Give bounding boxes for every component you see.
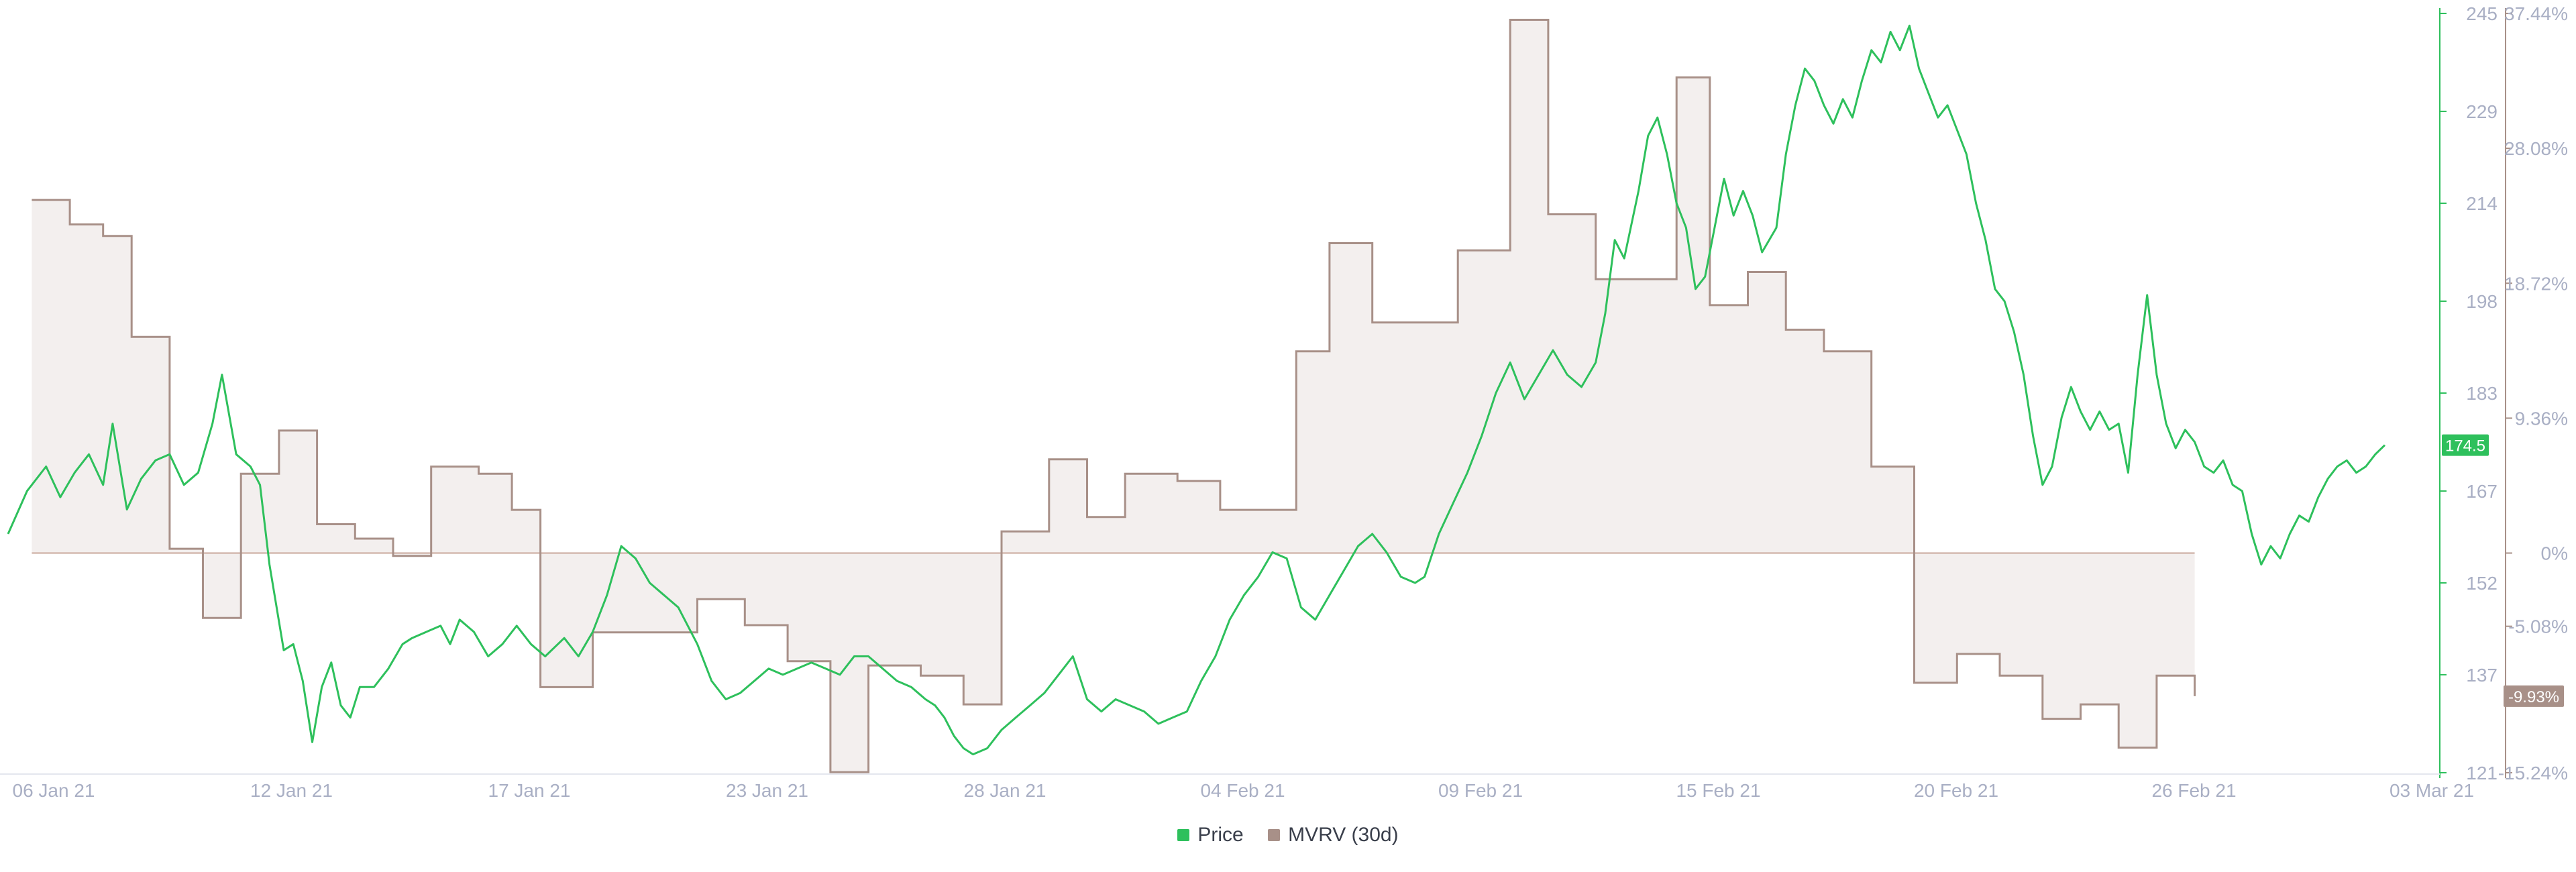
right-axis-tick-label: 18.72% bbox=[2504, 273, 2568, 294]
mvrv-last-badge bbox=[2504, 685, 2564, 707]
price-last-badge bbox=[2442, 434, 2489, 456]
right-axis-tick-label: -5.08% bbox=[2508, 616, 2568, 637]
x-axis-tick-label: 06 Jan 21 bbox=[13, 780, 95, 801]
x-axis-tick-label: 20 Feb 21 bbox=[1914, 780, 1998, 801]
x-axis-tick-label: 26 Feb 21 bbox=[2151, 780, 2236, 801]
left-axis-tick-label: 137 bbox=[2466, 665, 2498, 686]
price-line bbox=[7, 24, 2386, 756]
left-axis-tick-label: 214 bbox=[2466, 193, 2498, 214]
legend-item-price[interactable]: Price bbox=[1177, 824, 1244, 847]
x-axis-tick-label: 28 Jan 21 bbox=[964, 780, 1046, 801]
legend-swatch-price bbox=[1177, 829, 1190, 841]
right-axis-tick-label: -15.24% bbox=[2498, 763, 2568, 783]
left-axis-tick-label: 121 bbox=[2466, 763, 2498, 783]
right-axis-tick-label: 0% bbox=[2541, 543, 2568, 564]
x-axis-tick-label: 09 Feb 21 bbox=[1438, 780, 1523, 801]
mvrv-line bbox=[32, 19, 2196, 773]
x-axis-tick-label: 17 Jan 21 bbox=[488, 780, 571, 801]
legend-item-mvrv[interactable]: MVRV (30d) bbox=[1268, 824, 1399, 847]
legend-label-price: Price bbox=[1197, 824, 1244, 846]
x-axis-tick-label: 15 Feb 21 bbox=[1676, 780, 1760, 801]
chart-legend: Price MVRV (30d) bbox=[0, 824, 2576, 847]
price-series bbox=[7, 24, 2386, 756]
x-axis-tick-label: 03 Mar 21 bbox=[2390, 780, 2474, 801]
x-axis-tick-label: 12 Jan 21 bbox=[250, 780, 333, 801]
mvrv-series bbox=[32, 19, 2196, 773]
price-last-value: 174.5 bbox=[2445, 437, 2485, 455]
chart-axes: 245 229 214 198 183 167 152 137 121 37.44% 28.08% 1… bbox=[0, 3, 2568, 801]
right-axis-tick-label: 37.44% bbox=[2504, 3, 2568, 24]
x-axis-tick-label: 23 Jan 21 bbox=[726, 780, 808, 801]
right-axis-tick-label: 28.08% bbox=[2504, 138, 2568, 159]
left-axis-tick-label: 198 bbox=[2466, 291, 2498, 312]
mvrv-area bbox=[32, 19, 2195, 773]
legend-swatch-mvrv bbox=[1268, 829, 1281, 841]
mvrv-last-value: -9.93% bbox=[2508, 688, 2559, 706]
right-axis-tick-label: 9.36% bbox=[2515, 408, 2568, 429]
left-axis-tick-label: 167 bbox=[2466, 481, 2498, 502]
legend-label-mvrv: MVRV (30d) bbox=[1288, 824, 1399, 846]
left-axis-tick-label: 183 bbox=[2466, 383, 2498, 404]
left-axis-tick-label: 152 bbox=[2466, 573, 2498, 594]
left-axis-tick-label: 229 bbox=[2466, 101, 2498, 122]
x-axis-tick-label: 04 Feb 21 bbox=[1200, 780, 1285, 801]
left-axis-tick-label: 245 bbox=[2466, 3, 2498, 24]
